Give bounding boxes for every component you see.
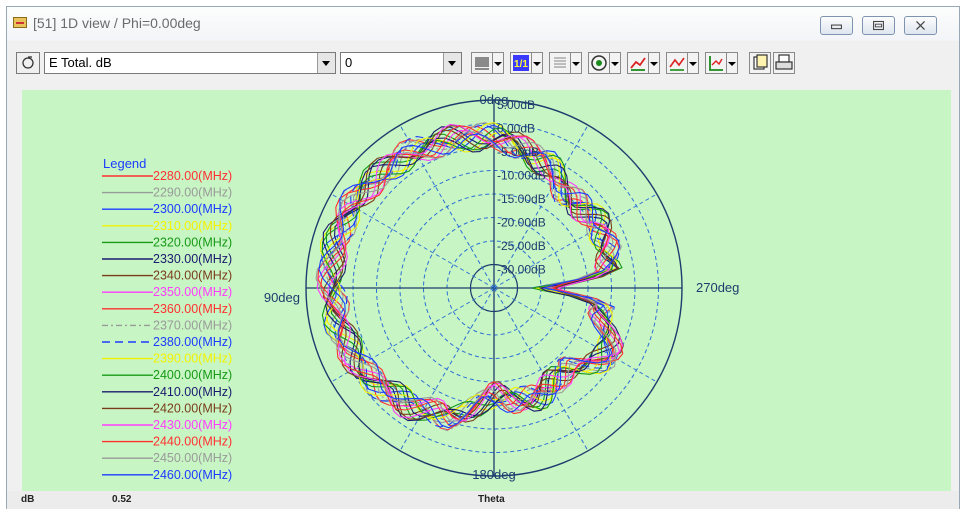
legend-label-8: 2360.00(MHz) <box>153 302 232 316</box>
marker-dropdown[interactable] <box>649 52 660 74</box>
list-dropdown[interactable] <box>571 52 582 74</box>
legend-label-15: 2430.00(MHz) <box>153 418 232 432</box>
status-axis-name: Theta <box>478 494 505 505</box>
legend-label-18: 2460.00(MHz) <box>153 468 232 482</box>
radial-label-1: 0.00dB <box>497 122 535 136</box>
radial-label-4: -15.00dB <box>497 192 546 206</box>
index-select[interactable]: 0 <box>340 52 462 74</box>
angle-label-top: 0deg <box>480 92 509 107</box>
index-select-value: 0 <box>345 55 353 70</box>
svg-text:1/1: 1/1 <box>514 59 528 70</box>
color-box-icon[interactable] <box>471 52 493 74</box>
series-curve-13 <box>322 134 619 417</box>
series-curve-4 <box>325 133 623 421</box>
list-icon[interactable] <box>549 52 571 74</box>
status-unit: dB <box>21 494 35 505</box>
quantity-select-value: E Total. dB <box>49 55 112 70</box>
radial-label-5: -20.00dB <box>497 216 546 230</box>
scale-one-icon[interactable]: 1/1 <box>510 52 532 74</box>
marker-icon[interactable] <box>627 52 649 74</box>
grid-spoke-60 <box>330 193 495 289</box>
legend-label-2: 2300.00(MHz) <box>153 202 232 216</box>
series-curve-18 <box>318 133 621 429</box>
legend-label-12: 2400.00(MHz) <box>153 368 232 382</box>
status-bar: dB 0.52 Theta <box>7 491 959 509</box>
chevron-down-icon[interactable] <box>443 53 461 73</box>
legend-label-14: 2420.00(MHz) <box>153 401 232 415</box>
close-button[interactable] <box>904 16 937 35</box>
print-icon[interactable] <box>773 52 795 74</box>
status-value: 0.52 <box>112 494 132 505</box>
grid-spoke-300 <box>493 193 658 289</box>
chevron-down-icon[interactable] <box>317 53 335 73</box>
grid-spoke-330 <box>493 124 589 289</box>
legend-title: Legend <box>103 156 146 171</box>
copy-icon[interactable] <box>749 52 771 74</box>
line-chart-icon[interactable] <box>666 52 688 74</box>
series-curve-14 <box>329 129 620 423</box>
angle-label-left: 90deg <box>264 290 300 305</box>
radial-label-3: -10.00dB <box>497 169 546 183</box>
quantity-select[interactable]: E Total. dB <box>44 52 336 74</box>
scale-dropdown[interactable] <box>532 52 543 74</box>
angle-label-right: 270deg <box>696 280 739 295</box>
radial-label-0: 5.00dB <box>497 98 535 112</box>
refresh-icon[interactable] <box>16 52 40 74</box>
color-box-dropdown[interactable] <box>493 52 504 74</box>
grid-spoke-240 <box>493 287 658 383</box>
target-icon[interactable] <box>588 52 610 74</box>
polar-view-window: [51] 1D view / Phi=0.00deg E Total. dB 0… <box>6 6 960 509</box>
axis-chart-icon[interactable] <box>705 52 727 74</box>
legend-label-16: 2440.00(MHz) <box>153 435 232 449</box>
plot-area: 5.00dB 0.00dB -5.00dB -10.00dB -15.00dB -20.0… <box>22 90 951 497</box>
legend-label-11: 2390.00(MHz) <box>153 352 232 366</box>
legend-label-10: 2380.00(MHz) <box>153 335 232 349</box>
legend-label-7: 2350.00(MHz) <box>153 285 232 299</box>
legend-label-6: 2340.00(MHz) <box>153 269 232 283</box>
legend-label-17: 2450.00(MHz) <box>153 451 232 465</box>
series-curve-12 <box>321 127 614 416</box>
legend-label-1: 2290.00(MHz) <box>153 186 232 200</box>
legend-label-3: 2310.00(MHz) <box>153 219 232 233</box>
app-icon <box>13 17 27 28</box>
target-dropdown[interactable] <box>610 52 621 74</box>
legend-label-0: 2280.00(MHz) <box>153 169 232 183</box>
radial-label-7: -30.00dB <box>497 263 546 277</box>
window-title: [51] 1D view / Phi=0.00deg <box>33 15 201 31</box>
axis-chart-dropdown[interactable] <box>727 52 738 74</box>
legend-label-4: 2320.00(MHz) <box>153 235 232 249</box>
minimize-button[interactable] <box>820 16 853 35</box>
legend-label-13: 2410.00(MHz) <box>153 385 232 399</box>
series-curve-15 <box>327 123 624 422</box>
toolbar: E Total. dB 0 1/1 <box>7 45 959 81</box>
restore-button[interactable] <box>862 16 895 35</box>
title-bar[interactable]: [51] 1D view / Phi=0.00deg <box>7 7 959 41</box>
line-chart-dropdown[interactable] <box>688 52 699 74</box>
legend-label-9: 2370.00(MHz) <box>153 318 232 332</box>
legend-label-5: 2330.00(MHz) <box>153 252 232 266</box>
angle-label-bottom: 180deg <box>472 467 515 482</box>
radial-label-2: -5.00dB <box>497 145 539 159</box>
grid-spoke-30 <box>399 124 495 289</box>
grid-spoke-150 <box>399 287 495 452</box>
radial-label-6: -25.00dB <box>497 239 546 253</box>
grid-spoke-210 <box>493 287 589 452</box>
polar-chart: 5.00dB 0.00dB -5.00dB -10.00dB -15.00dB -20.0… <box>102 92 739 482</box>
